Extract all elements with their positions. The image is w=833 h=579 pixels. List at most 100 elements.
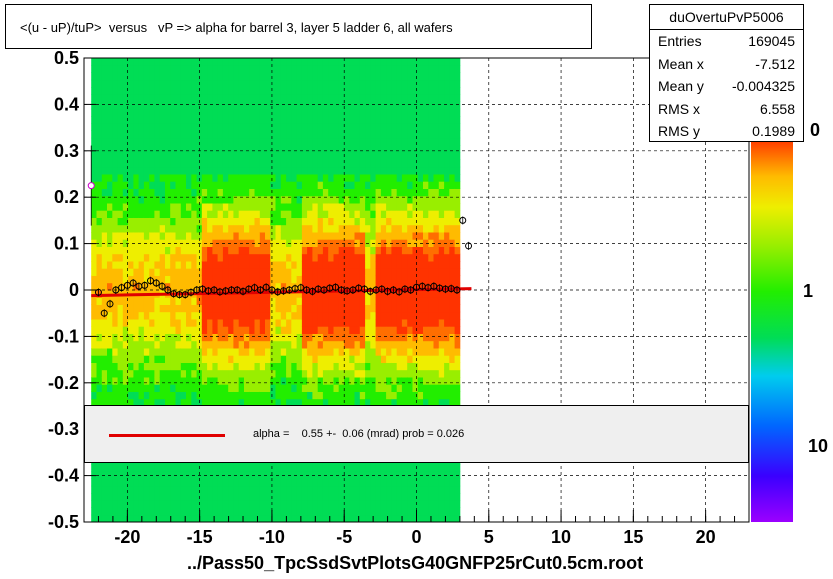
heatmap-cell bbox=[254, 239, 261, 247]
heatmap-cell bbox=[449, 101, 455, 110]
heatmap-cell bbox=[128, 478, 134, 487]
heatmap-cell bbox=[317, 514, 324, 523]
heatmap-cell bbox=[143, 319, 150, 327]
heatmap-cell bbox=[312, 348, 319, 356]
heatmap-cell bbox=[270, 203, 276, 211]
heatmap-cell bbox=[275, 253, 282, 262]
heatmap-cell bbox=[238, 87, 245, 95]
heatmap-cell bbox=[344, 188, 350, 197]
heatmap-cell bbox=[370, 340, 376, 349]
heatmap-cell bbox=[154, 159, 161, 168]
heatmap-cell bbox=[228, 500, 234, 508]
heatmap-cell bbox=[180, 130, 187, 139]
heatmap-cell bbox=[291, 478, 297, 487]
heatmap-cell bbox=[244, 362, 250, 371]
profile-point bbox=[256, 286, 264, 294]
heatmap-cell bbox=[444, 65, 450, 73]
heatmap-cell bbox=[217, 253, 224, 262]
heatmap-cell bbox=[428, 130, 434, 139]
heatmap-cell bbox=[133, 137, 140, 146]
heatmap-cell bbox=[286, 232, 292, 240]
heatmap-cell bbox=[438, 137, 445, 146]
heatmap-cell bbox=[175, 268, 182, 276]
heatmap-cell bbox=[401, 319, 408, 327]
heatmap-cell bbox=[370, 210, 376, 218]
heatmap-cell bbox=[338, 166, 345, 175]
heatmap-cell bbox=[344, 268, 350, 276]
heatmap-cell bbox=[143, 94, 150, 102]
heatmap-cell bbox=[96, 500, 103, 508]
heatmap-cell bbox=[370, 369, 376, 378]
heatmap-cell bbox=[412, 123, 419, 131]
heatmap-cell bbox=[122, 514, 129, 523]
heatmap-cell bbox=[370, 145, 376, 153]
heatmap-cell bbox=[391, 362, 398, 371]
heatmap-cell bbox=[365, 72, 371, 81]
heatmap-cell bbox=[449, 79, 455, 88]
heatmap-cell bbox=[359, 101, 366, 110]
heatmap-cell bbox=[138, 268, 145, 276]
heatmap-cell bbox=[423, 282, 429, 291]
heatmap-cell bbox=[149, 239, 155, 247]
heatmap-cell bbox=[143, 87, 150, 95]
heatmap-cell bbox=[328, 246, 334, 255]
heatmap-cell bbox=[365, 311, 371, 320]
heatmap-cell bbox=[433, 500, 440, 508]
heatmap-cell bbox=[154, 297, 161, 305]
heatmap-cell bbox=[138, 340, 145, 349]
heatmap-cell bbox=[128, 195, 134, 204]
heatmap-cell bbox=[370, 485, 376, 494]
heatmap-cell bbox=[201, 377, 208, 385]
heatmap-cell bbox=[101, 145, 108, 153]
heatmap-cell bbox=[159, 485, 166, 494]
heatmap-cell bbox=[454, 195, 461, 204]
heatmap-cell bbox=[401, 398, 408, 407]
heatmap-cell bbox=[433, 152, 440, 160]
heatmap-cell bbox=[101, 377, 108, 385]
heatmap-cell bbox=[175, 319, 182, 327]
heatmap-cell bbox=[401, 333, 408, 342]
heatmap-cell bbox=[175, 384, 182, 392]
heatmap-cell bbox=[375, 384, 382, 392]
heatmap-cell bbox=[401, 391, 408, 400]
heatmap-cell bbox=[170, 195, 176, 204]
heatmap-cell bbox=[212, 340, 219, 349]
heatmap-cell bbox=[270, 239, 276, 247]
heatmap-cell bbox=[307, 507, 313, 516]
heatmap-cell bbox=[444, 174, 450, 182]
heatmap-cell bbox=[338, 493, 345, 501]
heatmap-cell bbox=[412, 188, 419, 197]
heatmap-cell bbox=[207, 94, 213, 102]
heatmap-cell bbox=[359, 137, 366, 146]
heatmap-cell bbox=[259, 348, 266, 356]
heatmap-cell bbox=[201, 297, 208, 305]
fit-legend-text: alpha = 0.55 +- 0.06 (mrad) prob = 0.026 bbox=[253, 428, 465, 440]
heatmap-cell bbox=[112, 152, 118, 160]
heatmap-cell bbox=[217, 195, 224, 204]
heatmap-cell bbox=[344, 217, 350, 226]
heatmap-cell bbox=[433, 101, 440, 110]
heatmap-cell bbox=[254, 181, 261, 189]
heatmap-cell bbox=[307, 493, 313, 501]
heatmap-cell bbox=[143, 108, 150, 117]
heatmap-cell bbox=[238, 398, 245, 407]
heatmap-cell bbox=[391, 130, 398, 139]
heatmap-cell bbox=[101, 369, 108, 378]
heatmap-cell bbox=[196, 65, 203, 73]
heatmap-cell bbox=[112, 261, 118, 269]
heatmap-cell bbox=[96, 369, 103, 378]
heatmap-cell bbox=[449, 500, 455, 508]
heatmap-cell bbox=[349, 471, 355, 479]
heatmap-cell bbox=[296, 195, 303, 204]
heatmap-cell bbox=[149, 471, 155, 479]
heatmap-cell bbox=[107, 87, 113, 95]
heatmap-cell bbox=[191, 174, 197, 182]
heatmap-cell bbox=[454, 485, 461, 494]
heatmap-cell bbox=[101, 188, 108, 197]
heatmap-cell bbox=[328, 471, 334, 479]
heatmap-cell bbox=[96, 152, 103, 160]
heatmap-cell bbox=[244, 391, 250, 400]
heatmap-cell bbox=[143, 159, 150, 168]
heatmap-cell bbox=[170, 246, 176, 255]
heatmap-cell bbox=[212, 116, 219, 124]
